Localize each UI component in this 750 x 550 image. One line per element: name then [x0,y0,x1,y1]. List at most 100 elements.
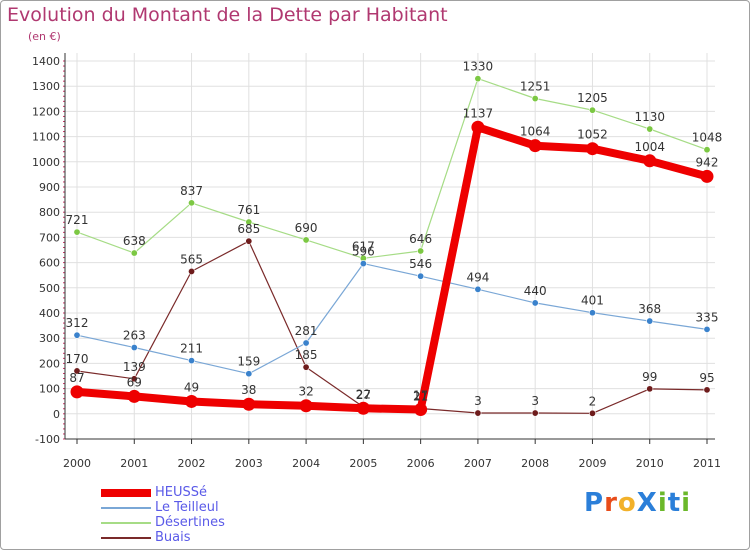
legend-swatch-heusse [101,489,151,497]
data-label-buais: 99 [642,370,657,384]
data-label-le-teilleul: 335 [696,310,719,324]
point-le-teilleul [130,344,138,352]
y-minor-tick [63,80,65,82]
y-minor-tick [63,322,65,324]
data-label-heusse: 87 [69,371,84,385]
data-label-heusse: 942 [696,155,719,169]
point-buais [73,367,81,375]
point-desertines [646,125,654,133]
data-label-le-teilleul: 312 [66,316,89,330]
y-minor-tick [63,287,65,289]
y-minor-tick [63,423,65,425]
y-minor-tick [63,90,65,92]
point-heusse [585,142,599,156]
point-le-teilleul [531,299,539,307]
series-line-heusse [73,123,711,414]
point-desertines [474,75,482,83]
y-minor-tick [63,105,65,107]
y-minor-tick [63,186,65,188]
data-label-heusse: 1052 [577,128,608,142]
y-minor-tick [63,191,65,193]
y-minor-tick [63,241,65,243]
y-minor-tick [63,428,65,430]
data-label-buais: 3 [531,394,539,408]
data-label-desertines: 646 [409,232,432,246]
y-minor-tick [63,292,65,294]
y-minor-tick [63,171,65,173]
data-label-buais: 27 [356,388,371,402]
y-tick-label: 100 [39,383,60,396]
data-label-desertines: 761 [237,203,260,217]
data-label-heusse: 49 [184,380,199,394]
point-buais [646,385,654,393]
y-minor-tick [63,131,65,133]
data-label-heusse: 1004 [634,140,665,154]
series-line-buais [76,240,708,414]
series-line-desertines [76,77,708,259]
point-le-teilleul [245,370,253,378]
point-desertines [302,236,310,244]
x-tick-label: 2002 [178,457,206,470]
y-minor-tick [63,257,65,259]
legend-item-desertines: Désertines [101,515,401,530]
point-heusse [299,399,313,413]
data-label-buais: 170 [66,352,89,366]
y-minor-tick [63,433,65,435]
y-minor-tick [63,327,65,329]
data-label-desertines: 1048 [692,131,723,145]
point-buais [531,409,539,417]
point-buais [245,237,253,245]
data-label-le-teilleul: 401 [581,294,604,308]
y-minor-tick [63,267,65,269]
y-minor-tick [63,362,65,364]
y-minor-tick [63,297,65,299]
data-label-desertines: 1130 [634,110,665,124]
y-minor-tick [63,272,65,274]
point-heusse [528,139,542,153]
y-minor-tick [63,252,65,254]
proxiti-logo: ProXiti [584,488,691,518]
logo-letter: i [657,488,668,518]
data-label-le-teilleul: 263 [123,329,146,343]
y-tick-label: 800 [39,206,60,219]
y-minor-tick [63,95,65,97]
y-minor-tick [63,181,65,183]
y-tick-label: 300 [39,332,60,345]
y-minor-tick [63,176,65,178]
data-label-buais: 185 [295,348,318,362]
data-label-desertines: 837 [180,184,203,198]
point-le-teilleul [474,285,482,293]
y-minor-tick [63,226,65,228]
x-tick-label: 2003 [235,457,263,470]
point-desertines [245,218,253,226]
point-heusse [242,397,256,411]
data-label-buais: 139 [123,360,146,374]
y-minor-tick [63,120,65,122]
x-tick-label: 2005 [349,457,377,470]
y-minor-tick [63,136,65,138]
y-minor-tick [63,201,65,203]
point-heusse [471,120,485,134]
data-label-heusse: 32 [298,385,313,399]
point-le-teilleul [359,260,367,268]
y-minor-tick [63,115,65,117]
y-minor-tick [63,151,65,153]
y-minor-tick [63,85,65,87]
y-minor-tick [63,60,65,62]
point-le-teilleul [417,272,425,280]
data-label-le-teilleul: 368 [638,302,661,316]
y-minor-tick [63,100,65,102]
data-label-le-teilleul: 546 [409,257,432,271]
y-minor-tick [63,156,65,158]
y-minor-tick [63,388,65,390]
logo-letter: i [681,488,692,518]
y-minor-tick [63,302,65,304]
y-minor-tick [63,246,65,248]
x-tick-label: 2006 [407,457,435,470]
y-minor-tick [63,70,65,72]
data-label-le-teilleul: 494 [466,270,489,284]
legend-swatch-desertines [101,522,151,524]
